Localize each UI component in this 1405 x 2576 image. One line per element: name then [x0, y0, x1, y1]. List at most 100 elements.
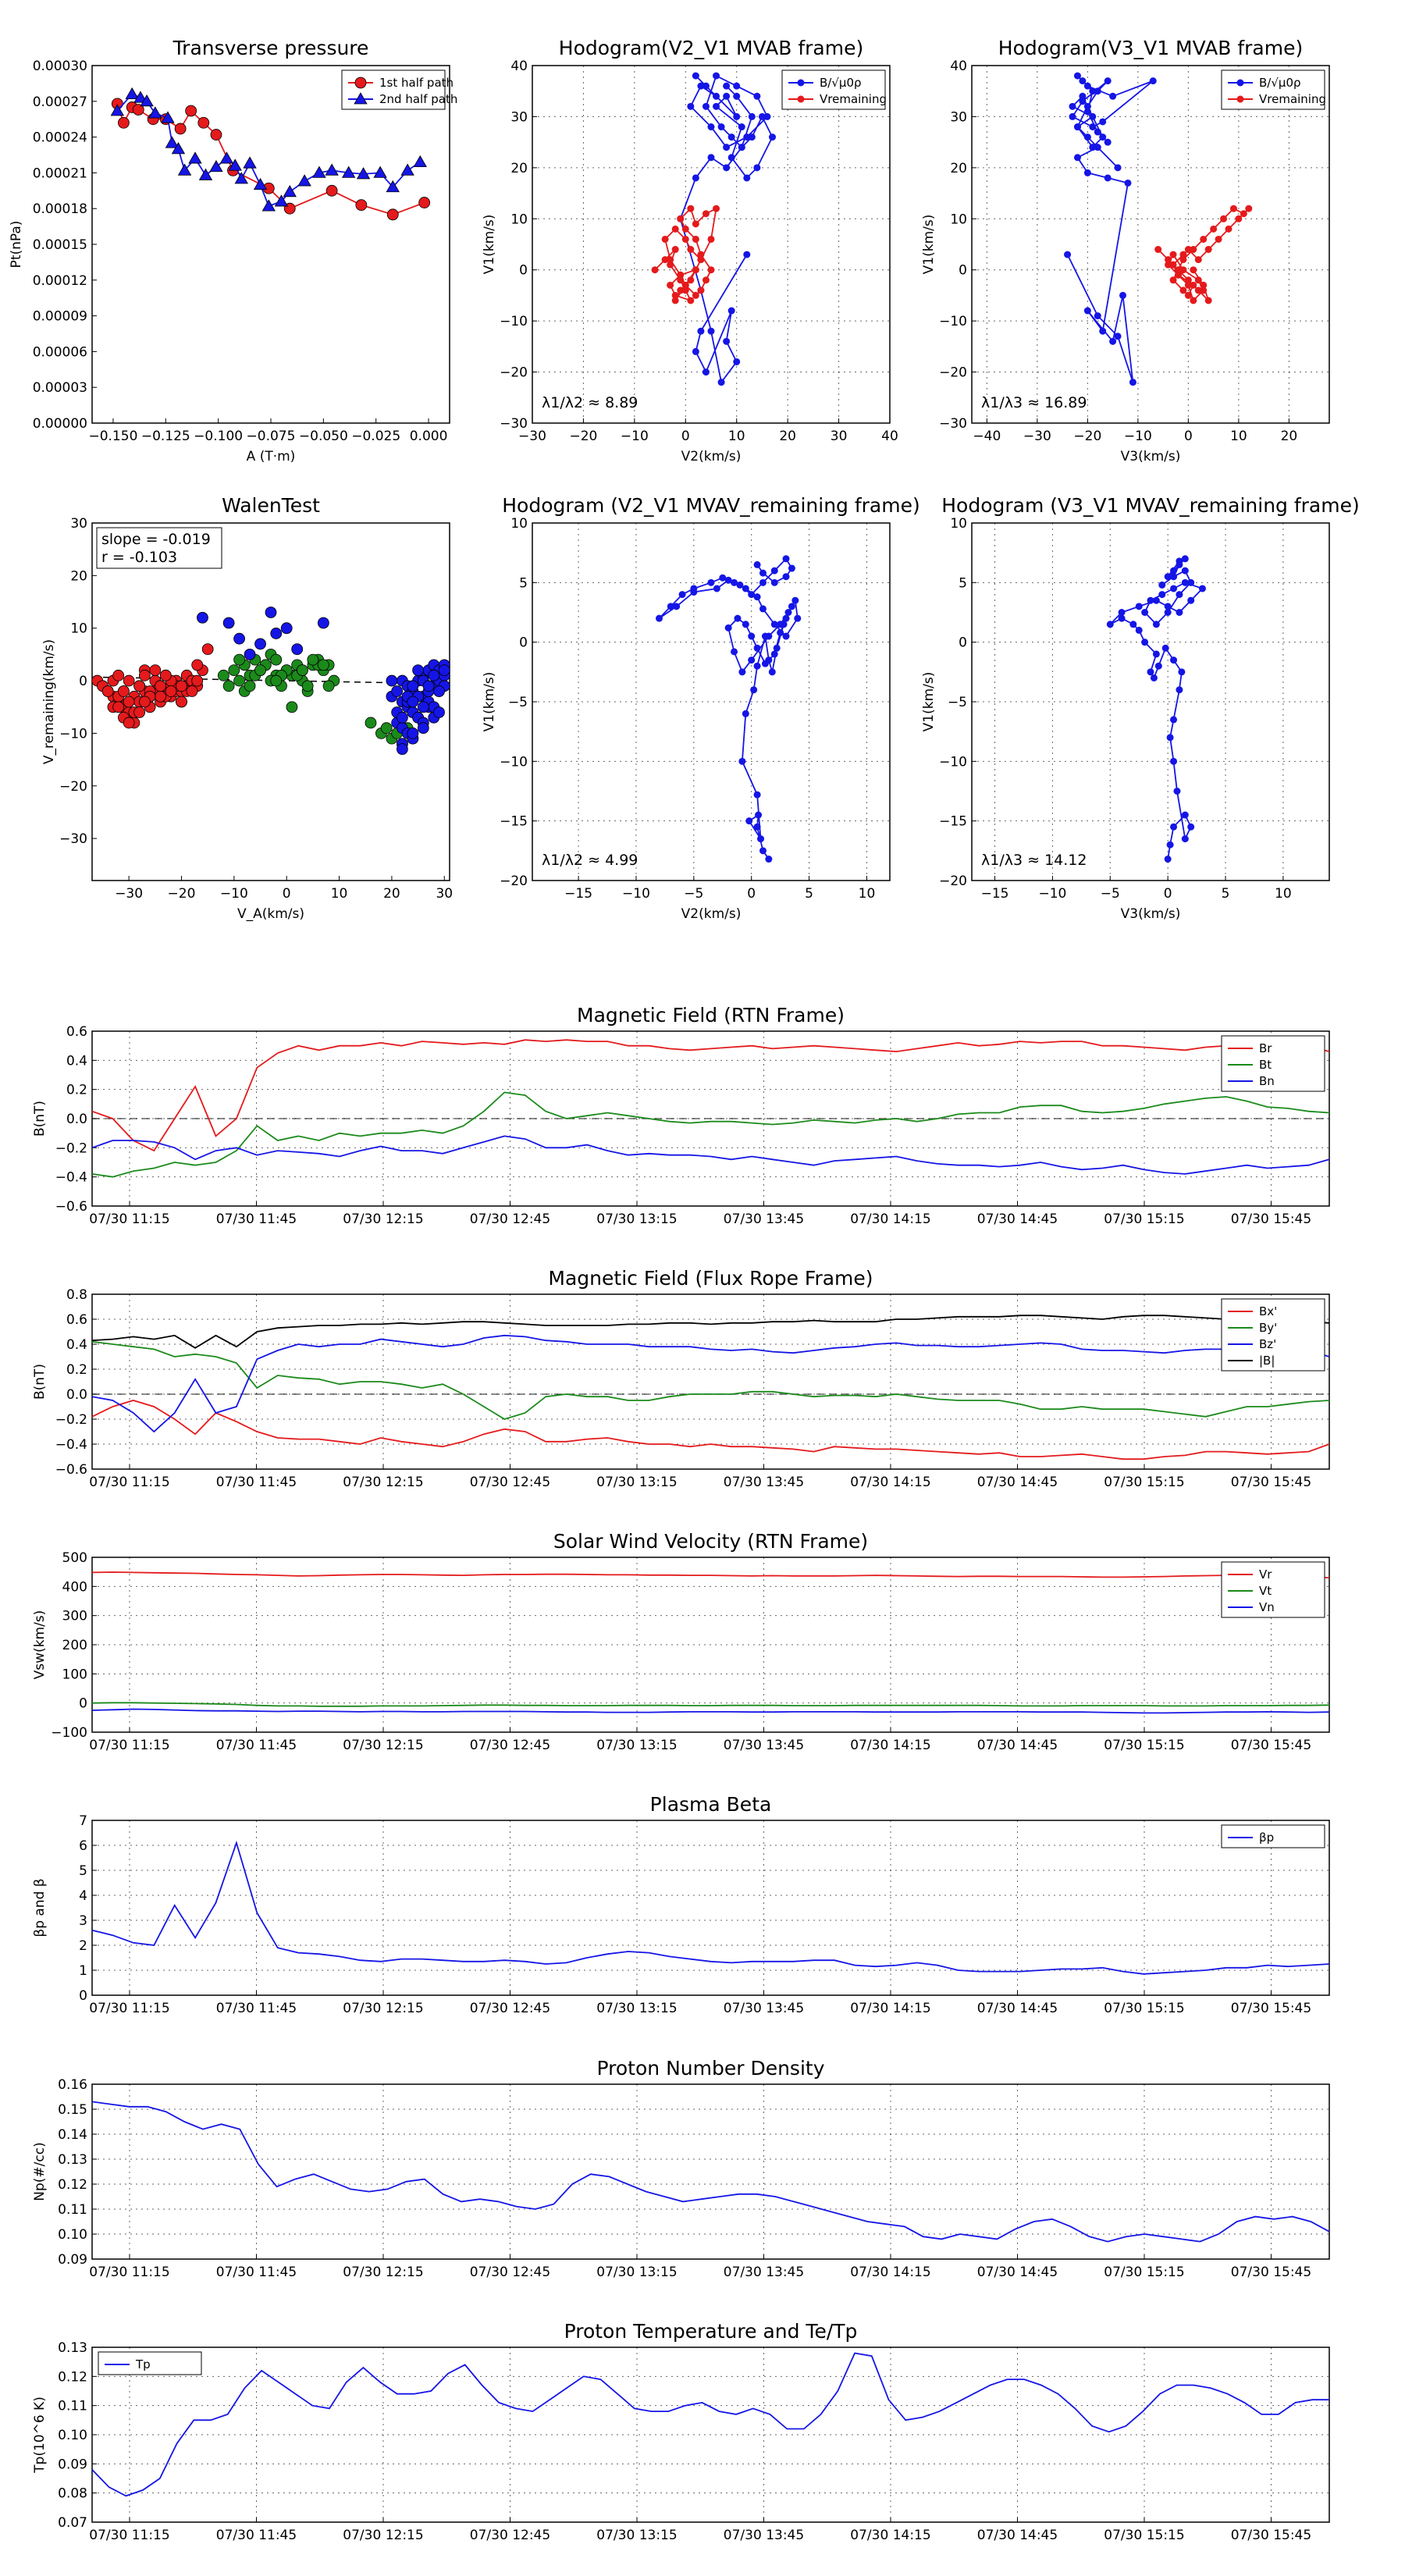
y-tick-label: −30	[59, 831, 87, 847]
data-point	[1083, 169, 1091, 176]
x-tick-label: 07/30 14:15	[850, 2265, 930, 2280]
y-tick-label: −20	[500, 365, 528, 381]
data-point	[1099, 327, 1107, 335]
x-tick-label: −0.050	[299, 429, 348, 444]
x-tick-label: −10	[622, 886, 650, 902]
data-point	[112, 669, 125, 681]
data-point	[1083, 82, 1091, 90]
data-point	[433, 706, 445, 718]
data-point	[702, 368, 710, 376]
y-axis-label: B(nT)	[32, 1364, 48, 1400]
y-axis-label: V1(km/s)	[921, 672, 937, 732]
data-point	[1135, 626, 1143, 634]
data-point	[1170, 716, 1178, 724]
x-tick-label: 0.000	[410, 429, 448, 444]
data-point	[723, 337, 731, 345]
data-point	[1099, 133, 1107, 141]
data-point	[784, 609, 792, 616]
data-point	[782, 573, 790, 581]
x-tick-label: 10	[331, 886, 348, 902]
x-tick-label: 5	[1222, 886, 1230, 902]
data-point	[702, 276, 710, 284]
legend-label: Bn	[1259, 1074, 1275, 1088]
x-tick-label: 07/30 13:15	[596, 1212, 677, 1227]
series-line-main	[91, 2101, 1330, 2243]
data-point	[412, 664, 424, 676]
data-point	[759, 847, 767, 855]
data-point	[671, 297, 679, 304]
legend-marker	[797, 95, 805, 103]
data-point	[138, 669, 151, 681]
x-tick-label: −0.125	[141, 429, 190, 444]
plot-frame	[971, 522, 1330, 881]
data-point	[210, 129, 222, 141]
data-point	[671, 291, 679, 299]
x-tick-label: 20	[383, 886, 400, 902]
x-tick-label: 0	[283, 886, 291, 902]
data-point	[753, 593, 761, 601]
x-tick-label: −30	[518, 429, 546, 444]
data-point	[133, 706, 146, 718]
x-tick-label: 07/30 11:45	[216, 2265, 297, 2280]
data-point	[692, 72, 699, 80]
series-line-By'	[91, 1340, 1330, 1420]
data-point	[713, 102, 720, 110]
data-point	[1164, 573, 1172, 581]
x-tick-label: 07/30 12:45	[470, 1212, 550, 1227]
data-point	[1179, 256, 1187, 264]
data-point	[1147, 596, 1154, 604]
data-point	[1170, 567, 1178, 575]
legend-label: Vr	[1259, 1567, 1272, 1582]
y-tick-label: 0.4	[66, 1053, 87, 1069]
data-point	[743, 133, 751, 141]
y-tick-label: 6	[79, 1838, 87, 1854]
chart-title: Plasma Beta	[650, 1793, 772, 1816]
data-point	[697, 286, 705, 294]
chart-title: Hodogram (V2_V1 MVAV_remaining frame)	[502, 494, 920, 517]
x-tick-label: 07/30 11:45	[216, 2528, 297, 2543]
data-point	[149, 664, 162, 676]
y-tick-label: −0.2	[55, 1140, 87, 1156]
data-point	[138, 696, 151, 708]
legend-marker	[354, 76, 367, 89]
x-tick-label: 07/30 15:45	[1231, 1212, 1311, 1227]
x-tick-label: 07/30 15:15	[1104, 2265, 1184, 2280]
data-point	[386, 208, 399, 221]
y-tick-label: 0.09	[58, 2252, 87, 2268]
data-point	[1083, 133, 1091, 141]
data-point	[112, 701, 125, 713]
data-point	[757, 835, 765, 843]
data-point	[1152, 650, 1160, 658]
x-tick-label: 07/30 12:45	[470, 2265, 550, 2280]
x-tick-label: 07/30 12:45	[470, 1475, 550, 1490]
data-point	[1109, 337, 1117, 345]
data-point	[1164, 609, 1172, 616]
chart-mfr: Magnetic Field (Flux Rope Frame) 07/30 11…	[32, 1267, 1330, 1490]
data-point	[768, 668, 776, 676]
data-point	[1178, 668, 1186, 676]
data-point	[1118, 609, 1126, 616]
data-point	[678, 591, 686, 599]
data-point	[723, 82, 731, 90]
data-point	[1166, 734, 1174, 742]
x-tick-label: 07/30 12:15	[343, 2001, 423, 2016]
x-tick-label: −15	[564, 886, 592, 902]
legend-label: Vn	[1259, 1600, 1275, 1614]
data-point	[165, 685, 177, 697]
chart-title: Hodogram(V3_V1 MVAB frame)	[998, 37, 1303, 59]
data-point	[386, 674, 398, 687]
y-tick-label: 0.0	[66, 1112, 87, 1127]
x-tick-label: 07/30 13:45	[724, 1212, 804, 1227]
data-point	[355, 199, 368, 212]
data-point	[222, 617, 235, 629]
legend-box	[1221, 69, 1325, 110]
data-point	[1190, 281, 1197, 289]
x-tick-label: 07/30 13:45	[724, 2528, 804, 2543]
data-point	[1235, 215, 1243, 222]
x-tick-label: 07/30 12:15	[343, 1475, 423, 1490]
y-tick-label: 0.00000	[33, 416, 87, 432]
data-point	[159, 669, 172, 681]
y-tick-label: 0	[519, 263, 528, 279]
data-point	[1104, 77, 1112, 85]
x-tick-label: 07/30 15:45	[1231, 1738, 1311, 1753]
